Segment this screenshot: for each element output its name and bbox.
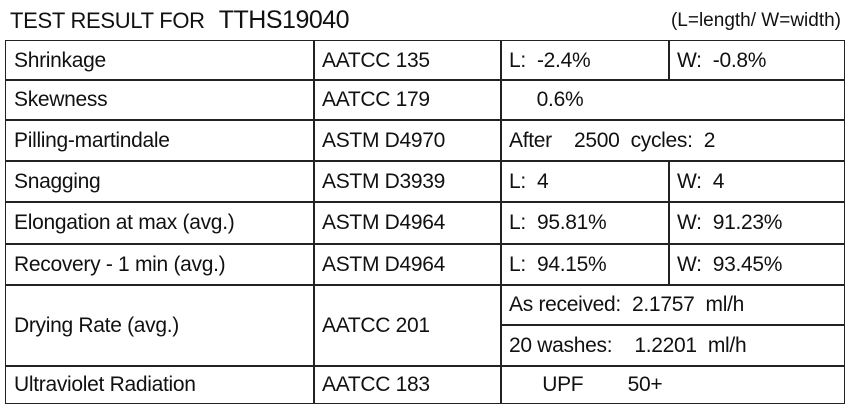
- width-result: W: 4: [668, 160, 845, 203]
- result: UPF 50+: [500, 365, 845, 404]
- test-method: ASTM D3939: [313, 160, 502, 203]
- result: 0.6%: [500, 79, 845, 121]
- test-method: AATCC 201: [313, 284, 502, 367]
- width-result: W: -0.8%: [668, 40, 845, 81]
- test-method: AATCC 179: [313, 79, 502, 121]
- length-result: L: 94.15%: [500, 243, 670, 286]
- test-method: ASTM D4964: [313, 201, 502, 245]
- test-name: Shrinkage: [5, 40, 315, 81]
- result-as-received: As received: 2.1757 ml/h: [500, 284, 845, 326]
- test-method: AATCC 183: [313, 365, 502, 404]
- title-prefix: TEST RESULT FOR: [10, 8, 205, 33]
- length-result: L: 95.81%: [500, 201, 670, 245]
- test-name: Recovery - 1 min (avg.): [5, 243, 315, 286]
- test-method: AATCC 135: [313, 40, 502, 81]
- width-result: W: 91.23%: [668, 201, 845, 245]
- test-method: ASTM D4964: [313, 243, 502, 286]
- test-name: Elongation at max (avg.): [5, 201, 315, 245]
- test-name: Snagging: [5, 160, 315, 203]
- length-result: L: 4: [500, 160, 670, 203]
- sample-code: TTHS19040: [218, 6, 350, 34]
- test-name: Ultraviolet Radiation: [5, 365, 315, 404]
- result: After 2500 cycles: 2: [500, 119, 845, 162]
- legend-note: (L=length/ W=width): [670, 10, 841, 31]
- test-name: Skewness: [5, 79, 315, 121]
- result-20-washes: 20 washes: 1.2201 ml/h: [500, 324, 845, 367]
- test-method: ASTM D4970: [313, 119, 502, 162]
- test-name: Pilling-martindale: [5, 119, 315, 162]
- page-title: TEST RESULT FOR TTHS19040: [10, 6, 350, 35]
- test-name: Drying Rate (avg.): [5, 284, 315, 367]
- width-result: W: 93.45%: [668, 243, 845, 286]
- length-result: L: -2.4%: [500, 40, 670, 81]
